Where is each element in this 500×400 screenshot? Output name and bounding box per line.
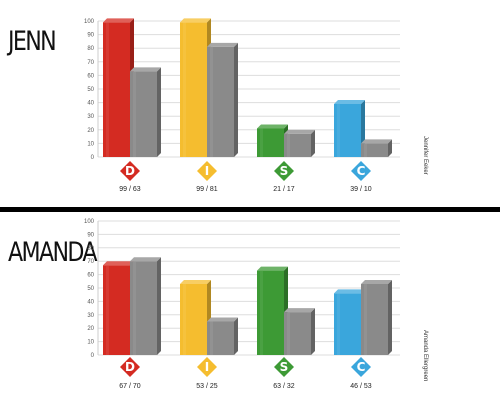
bar-c-secondary <box>361 139 392 157</box>
jenn-panel: JENN 0 10 20 30 40 50 60 70 80 90 100 D 99 / 63 I 99 /… <box>8 18 428 193</box>
y-tick-label: 30 <box>87 114 94 120</box>
data-label: 99 / 63 <box>119 186 141 193</box>
y-tick-label: 80 <box>87 46 94 52</box>
bar-s-primary <box>257 266 288 355</box>
side-label: Amanda Ellergreen <box>422 330 428 382</box>
data-label: 63 / 32 <box>273 383 295 390</box>
bar-i-secondary <box>207 42 238 158</box>
bar-i-secondary <box>207 317 238 355</box>
data-label: 99 / 81 <box>196 186 218 193</box>
amanda-panel: AMANDA 0 10 20 30 40 50 60 70 80 90 100 D 67 / 70 I 53… <box>0 213 500 400</box>
y-tick-label: 60 <box>87 273 94 279</box>
y-tick-label: 60 <box>87 73 94 79</box>
data-label: 67 / 70 <box>119 383 141 390</box>
data-label: 21 / 17 <box>273 186 295 193</box>
amanda-chart: 0 10 20 30 40 50 60 70 80 90 100 D 67 / 70 I 53 / 25 S 6… <box>84 219 400 390</box>
bar-s-secondary <box>284 129 315 157</box>
data-label: 46 / 53 <box>350 383 372 390</box>
bar-d-secondary <box>130 257 161 355</box>
category-label: D <box>125 360 135 374</box>
y-tick-label: 70 <box>87 60 94 66</box>
bar-c-primary <box>334 99 365 157</box>
y-tick-label: 100 <box>84 219 95 225</box>
bar-i-primary <box>180 279 211 355</box>
chart-title: JENN <box>8 26 57 57</box>
bar-i-primary <box>180 18 211 157</box>
y-tick-label: 90 <box>87 232 94 238</box>
y-tick-label: 10 <box>87 340 94 346</box>
y-tick-label: 30 <box>87 313 94 319</box>
data-label: 53 / 25 <box>196 383 218 390</box>
bar-d-primary <box>103 18 134 157</box>
bar-c-secondary <box>361 279 392 355</box>
jenn-chart: 0 10 20 30 40 50 60 70 80 90 100 D 99 / 63 I 99 / 81 S 2… <box>84 18 400 193</box>
y-tick-label: 20 <box>87 326 94 332</box>
bar-s-secondary <box>284 308 315 355</box>
category-diamond: I <box>197 357 217 377</box>
category-diamond: C <box>351 161 371 181</box>
category-label: C <box>357 360 366 374</box>
y-tick-label: 80 <box>87 246 94 252</box>
category-diamond: S <box>274 161 294 181</box>
y-tick-label: 40 <box>87 299 94 305</box>
category-label: I <box>205 360 209 374</box>
category-label: D <box>125 164 135 178</box>
y-tick-label: 70 <box>87 259 94 265</box>
y-tick-label: 20 <box>87 128 94 134</box>
category-label: S <box>280 360 289 374</box>
y-tick-label: 10 <box>87 141 94 147</box>
y-tick-label: 90 <box>87 33 94 39</box>
bar-c-primary <box>334 289 365 355</box>
bar-s-primary <box>257 124 288 157</box>
y-tick-label: 0 <box>91 353 95 359</box>
chart-title: AMANDA <box>8 237 98 268</box>
category-diamond: S <box>274 357 294 377</box>
category-diamond: D <box>120 161 140 181</box>
category-diamond: C <box>351 357 371 377</box>
y-tick-label: 50 <box>87 87 94 93</box>
divider <box>0 207 500 212</box>
y-tick-label: 100 <box>84 19 95 25</box>
category-diamond: I <box>197 161 217 181</box>
bar-d-primary <box>103 261 134 355</box>
side-label: Jennifer Eeker <box>422 136 428 175</box>
category-label: I <box>205 164 209 178</box>
bar-d-secondary <box>130 67 161 157</box>
category-label: C <box>357 164 366 178</box>
y-tick-label: 0 <box>91 155 95 161</box>
data-label: 39 / 10 <box>350 186 372 193</box>
y-tick-label: 50 <box>87 286 94 292</box>
category-label: S <box>280 164 289 178</box>
y-tick-label: 40 <box>87 101 94 107</box>
category-diamond: D <box>120 357 140 377</box>
